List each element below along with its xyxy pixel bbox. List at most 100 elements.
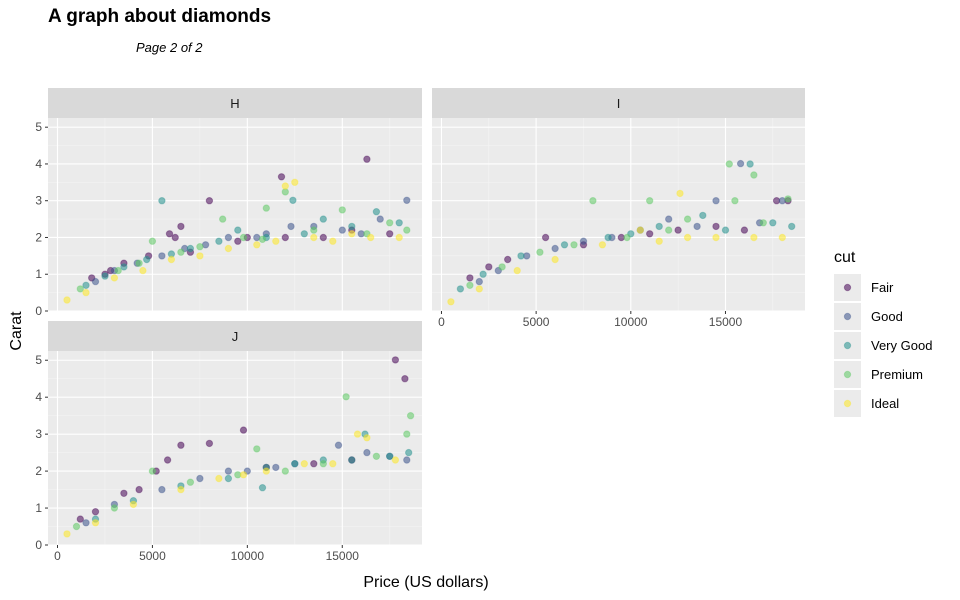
y-tick-label: 4 bbox=[35, 390, 42, 404]
data-point bbox=[158, 197, 166, 205]
data-point bbox=[186, 478, 195, 486]
data-point bbox=[363, 155, 371, 163]
data-point bbox=[712, 222, 720, 231]
data-point bbox=[395, 219, 403, 227]
data-point bbox=[589, 197, 597, 205]
legend-item: Ideal bbox=[834, 390, 899, 417]
data-point bbox=[277, 173, 286, 181]
data-point bbox=[342, 393, 350, 401]
data-point bbox=[110, 504, 119, 512]
data-point bbox=[655, 237, 663, 245]
data-point bbox=[110, 274, 119, 282]
data-point bbox=[196, 252, 204, 260]
data-point bbox=[348, 456, 356, 464]
legend-label: Very Good bbox=[871, 338, 932, 353]
data-point bbox=[289, 196, 297, 205]
data-point bbox=[158, 252, 166, 260]
data-point bbox=[570, 241, 578, 249]
x-tick-label: 10000 bbox=[614, 315, 648, 329]
data-point bbox=[646, 197, 654, 205]
data-point bbox=[281, 467, 289, 475]
data-point bbox=[91, 508, 100, 516]
data-point bbox=[517, 252, 525, 260]
y-tick-label: 2 bbox=[35, 230, 42, 244]
legend-marker bbox=[843, 399, 852, 408]
legend-item: Fair bbox=[834, 274, 894, 301]
data-point bbox=[63, 296, 71, 304]
data-point bbox=[598, 241, 607, 249]
data-point bbox=[655, 222, 663, 231]
data-point bbox=[386, 230, 394, 238]
data-point bbox=[258, 484, 267, 492]
legend-label: Good bbox=[871, 309, 903, 324]
data-point bbox=[403, 430, 411, 438]
legend-label: Fair bbox=[871, 280, 894, 295]
data-point bbox=[63, 530, 71, 538]
facet-strip bbox=[432, 88, 805, 118]
data-point bbox=[171, 233, 179, 242]
data-point bbox=[475, 277, 483, 286]
data-point bbox=[224, 467, 233, 475]
facet-strip-label: I bbox=[617, 96, 621, 111]
data-point bbox=[403, 456, 411, 464]
data-point bbox=[135, 485, 143, 494]
data-point bbox=[300, 460, 308, 468]
x-tick-label: 0 bbox=[438, 315, 445, 329]
data-point bbox=[740, 226, 749, 234]
facet-panel-j: J 0 1 2 3 4 5 0 5000 10000 15000 bbox=[35, 321, 422, 563]
data-point bbox=[120, 263, 128, 271]
data-point bbox=[788, 222, 796, 231]
data-point bbox=[353, 430, 362, 438]
data-point bbox=[76, 515, 85, 523]
data-point bbox=[391, 356, 400, 364]
data-point bbox=[234, 226, 242, 234]
x-tick-label: 0 bbox=[54, 549, 61, 563]
legend: cut Fair Good Very Good Premium Ideal bbox=[834, 249, 932, 417]
data-point bbox=[329, 237, 337, 245]
data-point bbox=[338, 206, 346, 214]
data-point bbox=[163, 456, 172, 464]
data-point bbox=[215, 237, 223, 245]
data-point bbox=[291, 460, 299, 468]
data-point bbox=[541, 233, 550, 242]
data-point bbox=[693, 222, 701, 231]
legend-marker bbox=[843, 283, 852, 292]
data-point bbox=[725, 160, 733, 168]
data-point bbox=[759, 219, 767, 227]
data-point bbox=[205, 439, 214, 448]
y-tick-label: 1 bbox=[35, 267, 42, 281]
panel-background bbox=[432, 118, 805, 311]
data-point bbox=[683, 215, 692, 223]
data-point bbox=[604, 233, 612, 242]
data-point bbox=[665, 226, 673, 234]
legend-marker bbox=[843, 341, 852, 350]
data-point bbox=[746, 160, 754, 168]
y-tick-label: 1 bbox=[35, 501, 42, 515]
data-point bbox=[287, 222, 295, 231]
data-point bbox=[636, 226, 644, 234]
data-point bbox=[683, 233, 692, 242]
data-point bbox=[646, 230, 654, 238]
data-point bbox=[148, 467, 157, 475]
data-point bbox=[551, 244, 559, 253]
data-point bbox=[401, 375, 409, 383]
data-point bbox=[676, 189, 684, 198]
data-point bbox=[504, 255, 512, 264]
data-point bbox=[262, 204, 270, 212]
data-point bbox=[447, 298, 455, 306]
chart-title: A graph about diamonds bbox=[48, 6, 272, 27]
x-tick-label: 5000 bbox=[523, 315, 550, 329]
facet-panel-h: H 0 1 2 3 4 5 bbox=[35, 88, 422, 318]
data-point bbox=[258, 235, 267, 244]
legend-marker bbox=[843, 370, 852, 379]
data-point bbox=[485, 263, 493, 271]
data-point bbox=[219, 215, 227, 223]
data-point bbox=[403, 196, 411, 205]
data-point bbox=[196, 474, 204, 483]
data-point bbox=[579, 237, 588, 245]
y-tick-label: 0 bbox=[35, 304, 42, 318]
y-tick-label: 3 bbox=[35, 194, 42, 208]
legend-item: Premium bbox=[834, 361, 923, 388]
y-axis-title: Carat bbox=[8, 311, 25, 351]
data-point bbox=[129, 500, 138, 509]
